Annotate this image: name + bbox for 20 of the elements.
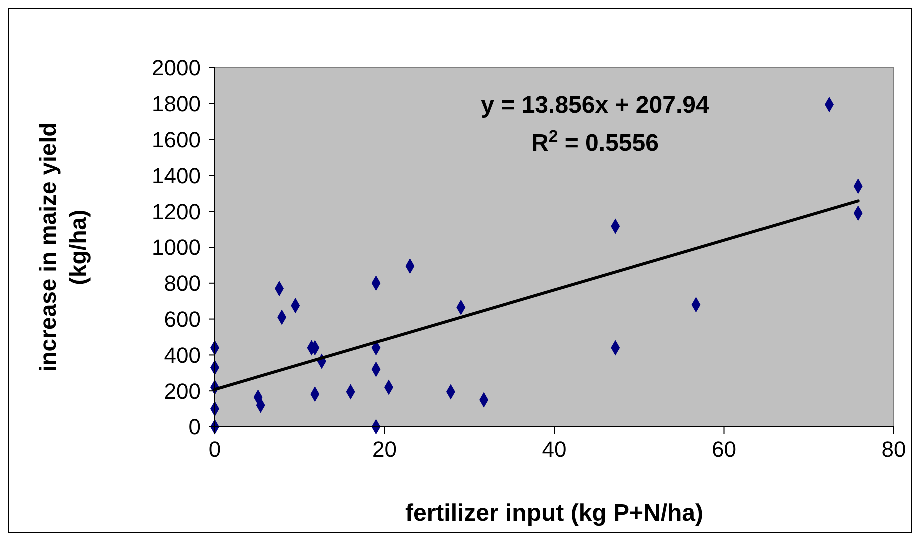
y-tick-label: 1600 [152, 128, 201, 152]
x-tick-label: 60 [712, 437, 736, 462]
y-tick-label: 1800 [152, 92, 201, 117]
y-tick-label: 1000 [152, 235, 201, 260]
y-tick-label: 0 [188, 414, 201, 440]
x-tick-label: 20 [372, 437, 397, 462]
annotation: y = 13.856x + 207.94 [481, 92, 710, 119]
x-tick-label: 0 [208, 437, 222, 462]
x-tick-label: 80 [882, 437, 906, 462]
y-tick-label: 1400 [152, 163, 201, 188]
y-tick-label: 400 [164, 342, 201, 368]
y-tick-label: 600 [164, 307, 201, 332]
y-tick-label: 1200 [152, 199, 201, 224]
annotation: R$^{2}$ = 0.5556 [532, 126, 659, 157]
x-axis-title: fertilizer input (kg P+N/ha) [405, 500, 704, 527]
y-axis-title: increase in maize yield (kg/ha) [35, 122, 91, 372]
y-tick-label: 200 [164, 378, 201, 404]
y-tick-label: 800 [164, 271, 201, 296]
y-tick-label: 2000 [152, 56, 201, 81]
x-tick-label: 40 [542, 437, 567, 462]
